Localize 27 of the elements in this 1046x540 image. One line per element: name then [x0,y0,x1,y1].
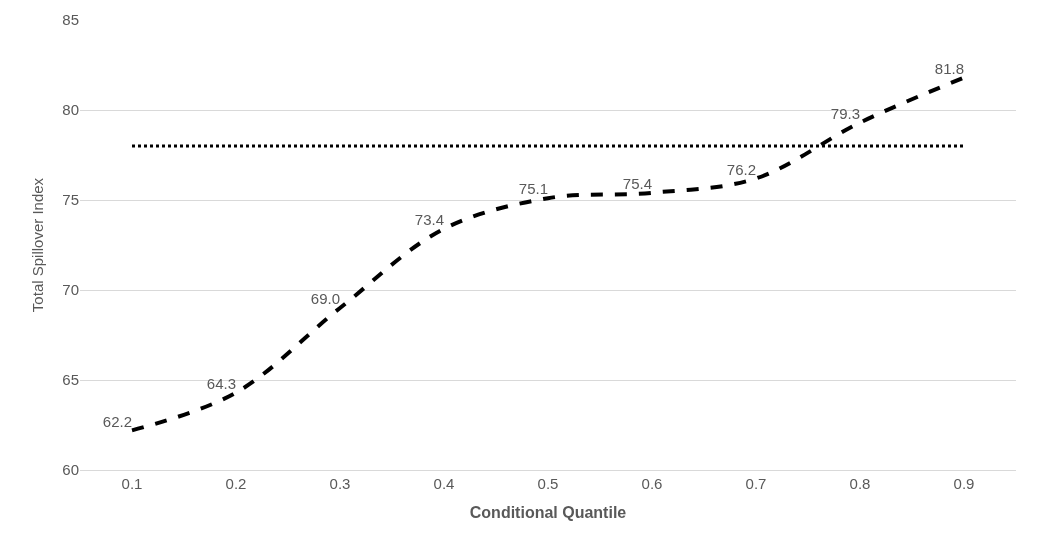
y-axis-title: Total Spillover Index [28,177,46,313]
x-tick-label: 0.3 [329,475,351,492]
x-tick-label: 0.4 [433,475,455,492]
data-label: 62.2 [102,412,132,430]
data-label: 79.3 [830,104,860,122]
y-tick-label: 75 [62,191,79,209]
x-tick-label: 0.6 [641,475,663,492]
x-tick-label: 0.1 [121,475,143,492]
y-tick-label: 65 [62,371,79,389]
data-label: 64.3 [206,374,236,392]
data-label: 81.8 [934,59,964,77]
data-label: 75.4 [622,175,652,193]
data-label: 76.2 [726,160,756,178]
data-label: 75.1 [518,180,548,198]
x-tick-label: 0.2 [225,475,247,492]
data-label: 73.4 [414,211,444,229]
x-tick-label: 0.5 [537,475,559,492]
data-label: 69.0 [310,290,340,308]
x-tick-label: 0.7 [745,475,767,492]
y-tick-label: 70 [62,281,79,299]
x-tick-label: 0.9 [953,475,975,492]
y-tick-label: 80 [62,101,79,119]
y-tick-label: 85 [62,11,79,29]
line-series [130,75,966,433]
x-tick-label: 0.8 [849,475,871,492]
y-tick-label: 60 [62,461,79,479]
x-axis-title: Conditional Quantile [469,503,627,521]
